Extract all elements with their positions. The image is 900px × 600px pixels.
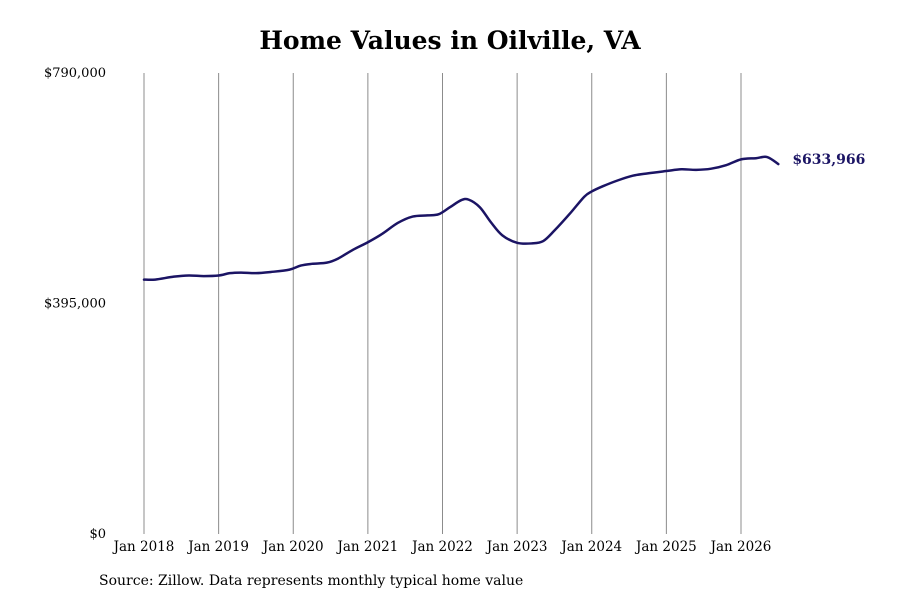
source-note: Source: Zillow. Data represents monthly … (99, 573, 524, 589)
grid-lines (143, 73, 742, 534)
x-tick-label: Jan 2024 (559, 539, 622, 555)
y-tick-label: $0 (89, 527, 106, 542)
latest-value-label: $633,966 (792, 152, 865, 168)
x-tick-label: Jan 2023 (485, 539, 548, 555)
x-tick-label: Jan 2019 (186, 539, 249, 555)
x-axis-labels: Jan 2018 Jan 2019 Jan 2020 Jan 2021 Jan 2022… (112, 539, 772, 555)
x-tick-label: Jan 2026 (709, 539, 772, 555)
x-tick-label: Jan 2021 (335, 539, 398, 555)
y-tick-label: $395,000 (44, 297, 106, 312)
home-value-line (142, 155, 780, 282)
y-axis-labels: $0 $395,000 $790,000 (44, 66, 106, 542)
y-tick-label: $790,000 (44, 66, 106, 81)
chart-title: Home Values in Oilville, VA (259, 26, 641, 55)
x-tick-label: Jan 2018 (112, 539, 175, 555)
x-tick-label: Jan 2022 (410, 539, 473, 555)
x-tick-label: Jan 2020 (261, 539, 324, 555)
x-tick-label: Jan 2025 (634, 539, 697, 555)
